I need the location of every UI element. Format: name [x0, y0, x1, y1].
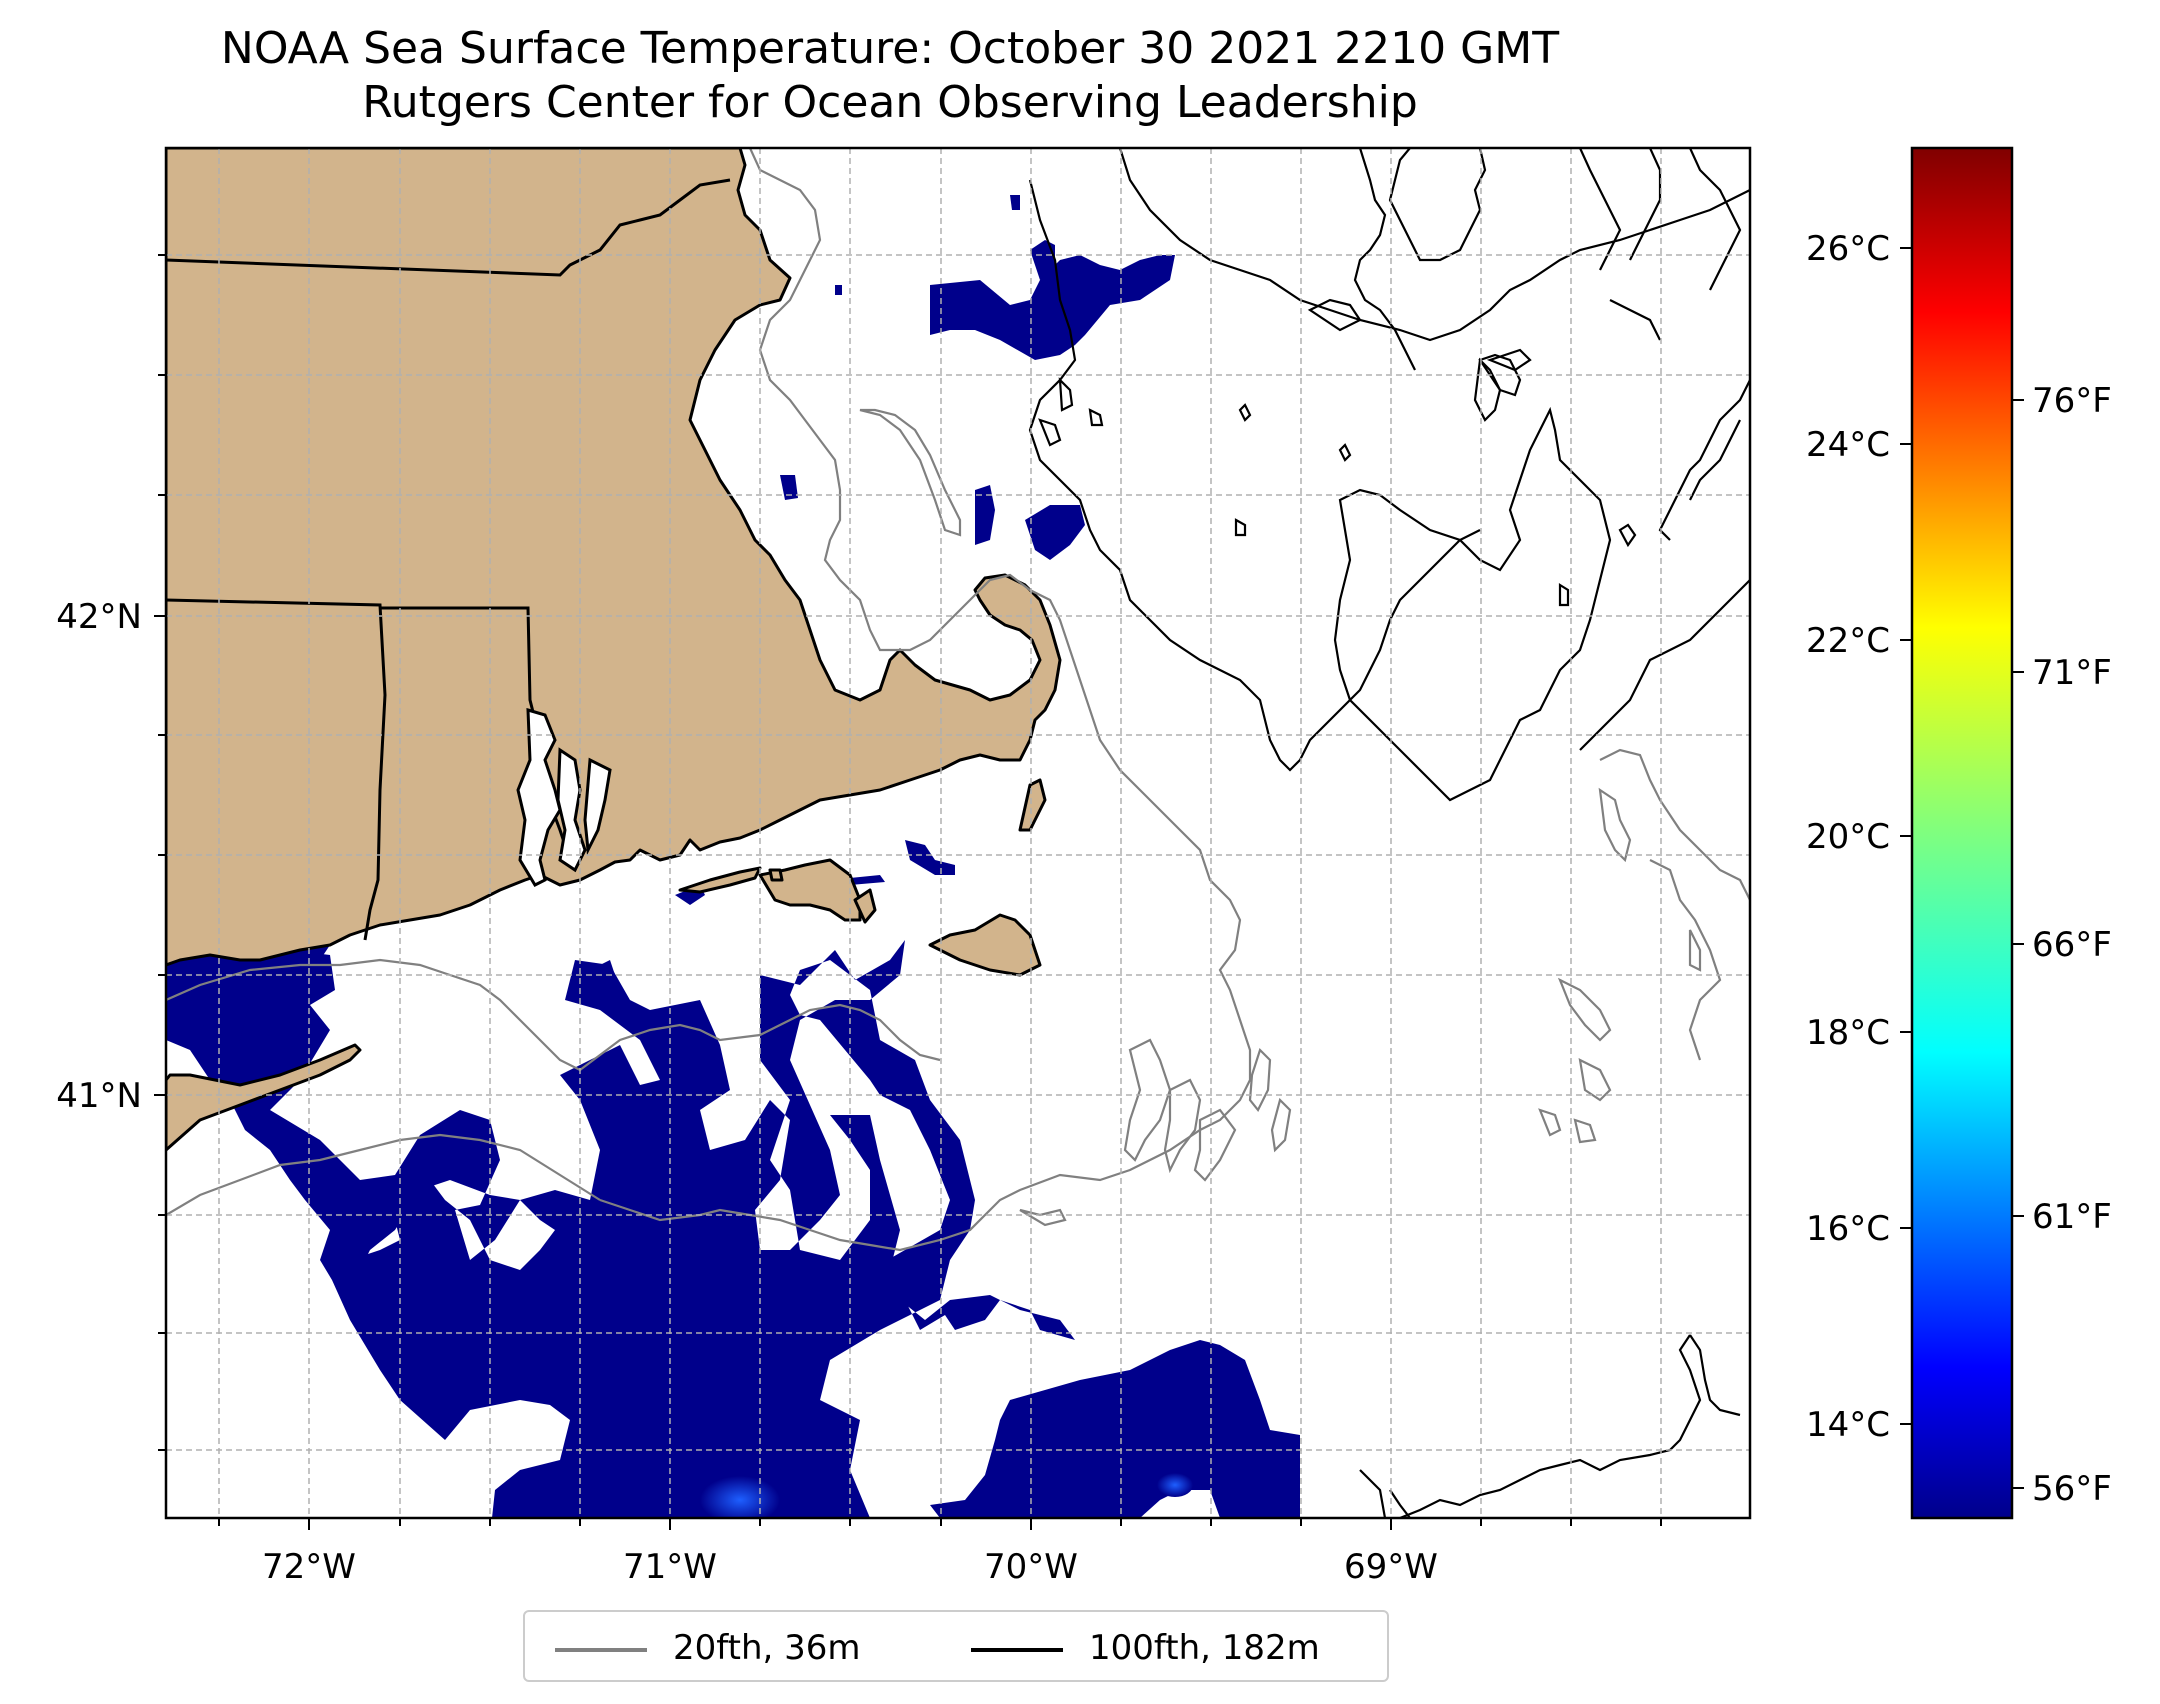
land-new-england — [166, 148, 1062, 967]
y-tick-label: 41°N — [56, 1076, 142, 1116]
map-content — [166, 148, 1750, 1518]
sst-patch-south-central — [930, 1340, 1300, 1518]
legend: 20fth, 36m 100fth, 182m — [523, 1610, 1389, 1682]
axis-ticks — [154, 254, 1662, 1530]
sst-patch-ri-south — [580, 960, 620, 1010]
land-block-island — [768, 868, 784, 882]
sst-patch-cape-ann-north — [1030, 240, 1055, 280]
land-masses — [166, 148, 1062, 1152]
legend-label: 20fth, 36m — [673, 1628, 861, 1668]
land-elizabeth-islands — [678, 866, 762, 894]
isobath-100fth — [1028, 148, 1750, 1518]
legend-swatch-gray — [555, 1647, 647, 1652]
x-tick-label: 69°W — [1344, 1547, 1438, 1587]
sst-patch-mass-bay-2 — [975, 485, 995, 545]
y-tick-label: 42°N — [56, 597, 142, 637]
gridlines — [166, 148, 1750, 1518]
narragansett-bay — [516, 707, 612, 887]
sst-patch-small-2 — [835, 285, 842, 295]
sst-patch-south-west — [166, 940, 1075, 1518]
sst-patch-nantucket-sound — [905, 840, 955, 875]
legend-item-20fth: 20fth, 36m — [555, 1626, 861, 1670]
sst-patch-small-1 — [1010, 195, 1020, 210]
land-nantucket — [928, 913, 1042, 977]
land-long-island — [166, 1043, 362, 1152]
land-chappaquiddick — [853, 888, 877, 924]
legend-label: 100fth, 182m — [1089, 1628, 1320, 1668]
legend-item-100fth: 100fth, 182m — [971, 1626, 1320, 1670]
sst-patch-mass-bay-3 — [780, 475, 798, 500]
sst-patch-cape-ann — [930, 255, 1175, 360]
sst-cold-patches — [166, 195, 1300, 1518]
isobath-20fth — [166, 148, 1750, 1252]
legend-swatch-black — [971, 1647, 1063, 1652]
sst-patch-li-sound — [166, 930, 330, 1045]
sst-warm-spot-1 — [700, 1476, 780, 1518]
land-marthas-vineyard — [758, 858, 862, 922]
x-tick-label: 71°W — [623, 1547, 717, 1587]
title-line-2: Rutgers Center for Ocean Observing Leade… — [362, 77, 1418, 128]
sst-warm-spot-2 — [1157, 1473, 1193, 1497]
map-frame — [164, 146, 1752, 1520]
y-tick-labels: 42°N 41°N — [56, 597, 142, 1116]
x-tick-label: 72°W — [262, 1547, 356, 1587]
title-line-1: NOAA Sea Surface Temperature: October 30… — [220, 23, 1560, 74]
sst-patch-mass-bay — [1025, 505, 1085, 560]
land-monomoy — [1018, 778, 1047, 832]
x-tick-label: 70°W — [984, 1547, 1078, 1587]
x-tick-labels: 72°W 71°W 70°W 69°W — [262, 1547, 1438, 1587]
chart-title: NOAA Sea Surface Temperature: October 30… — [0, 22, 1780, 130]
